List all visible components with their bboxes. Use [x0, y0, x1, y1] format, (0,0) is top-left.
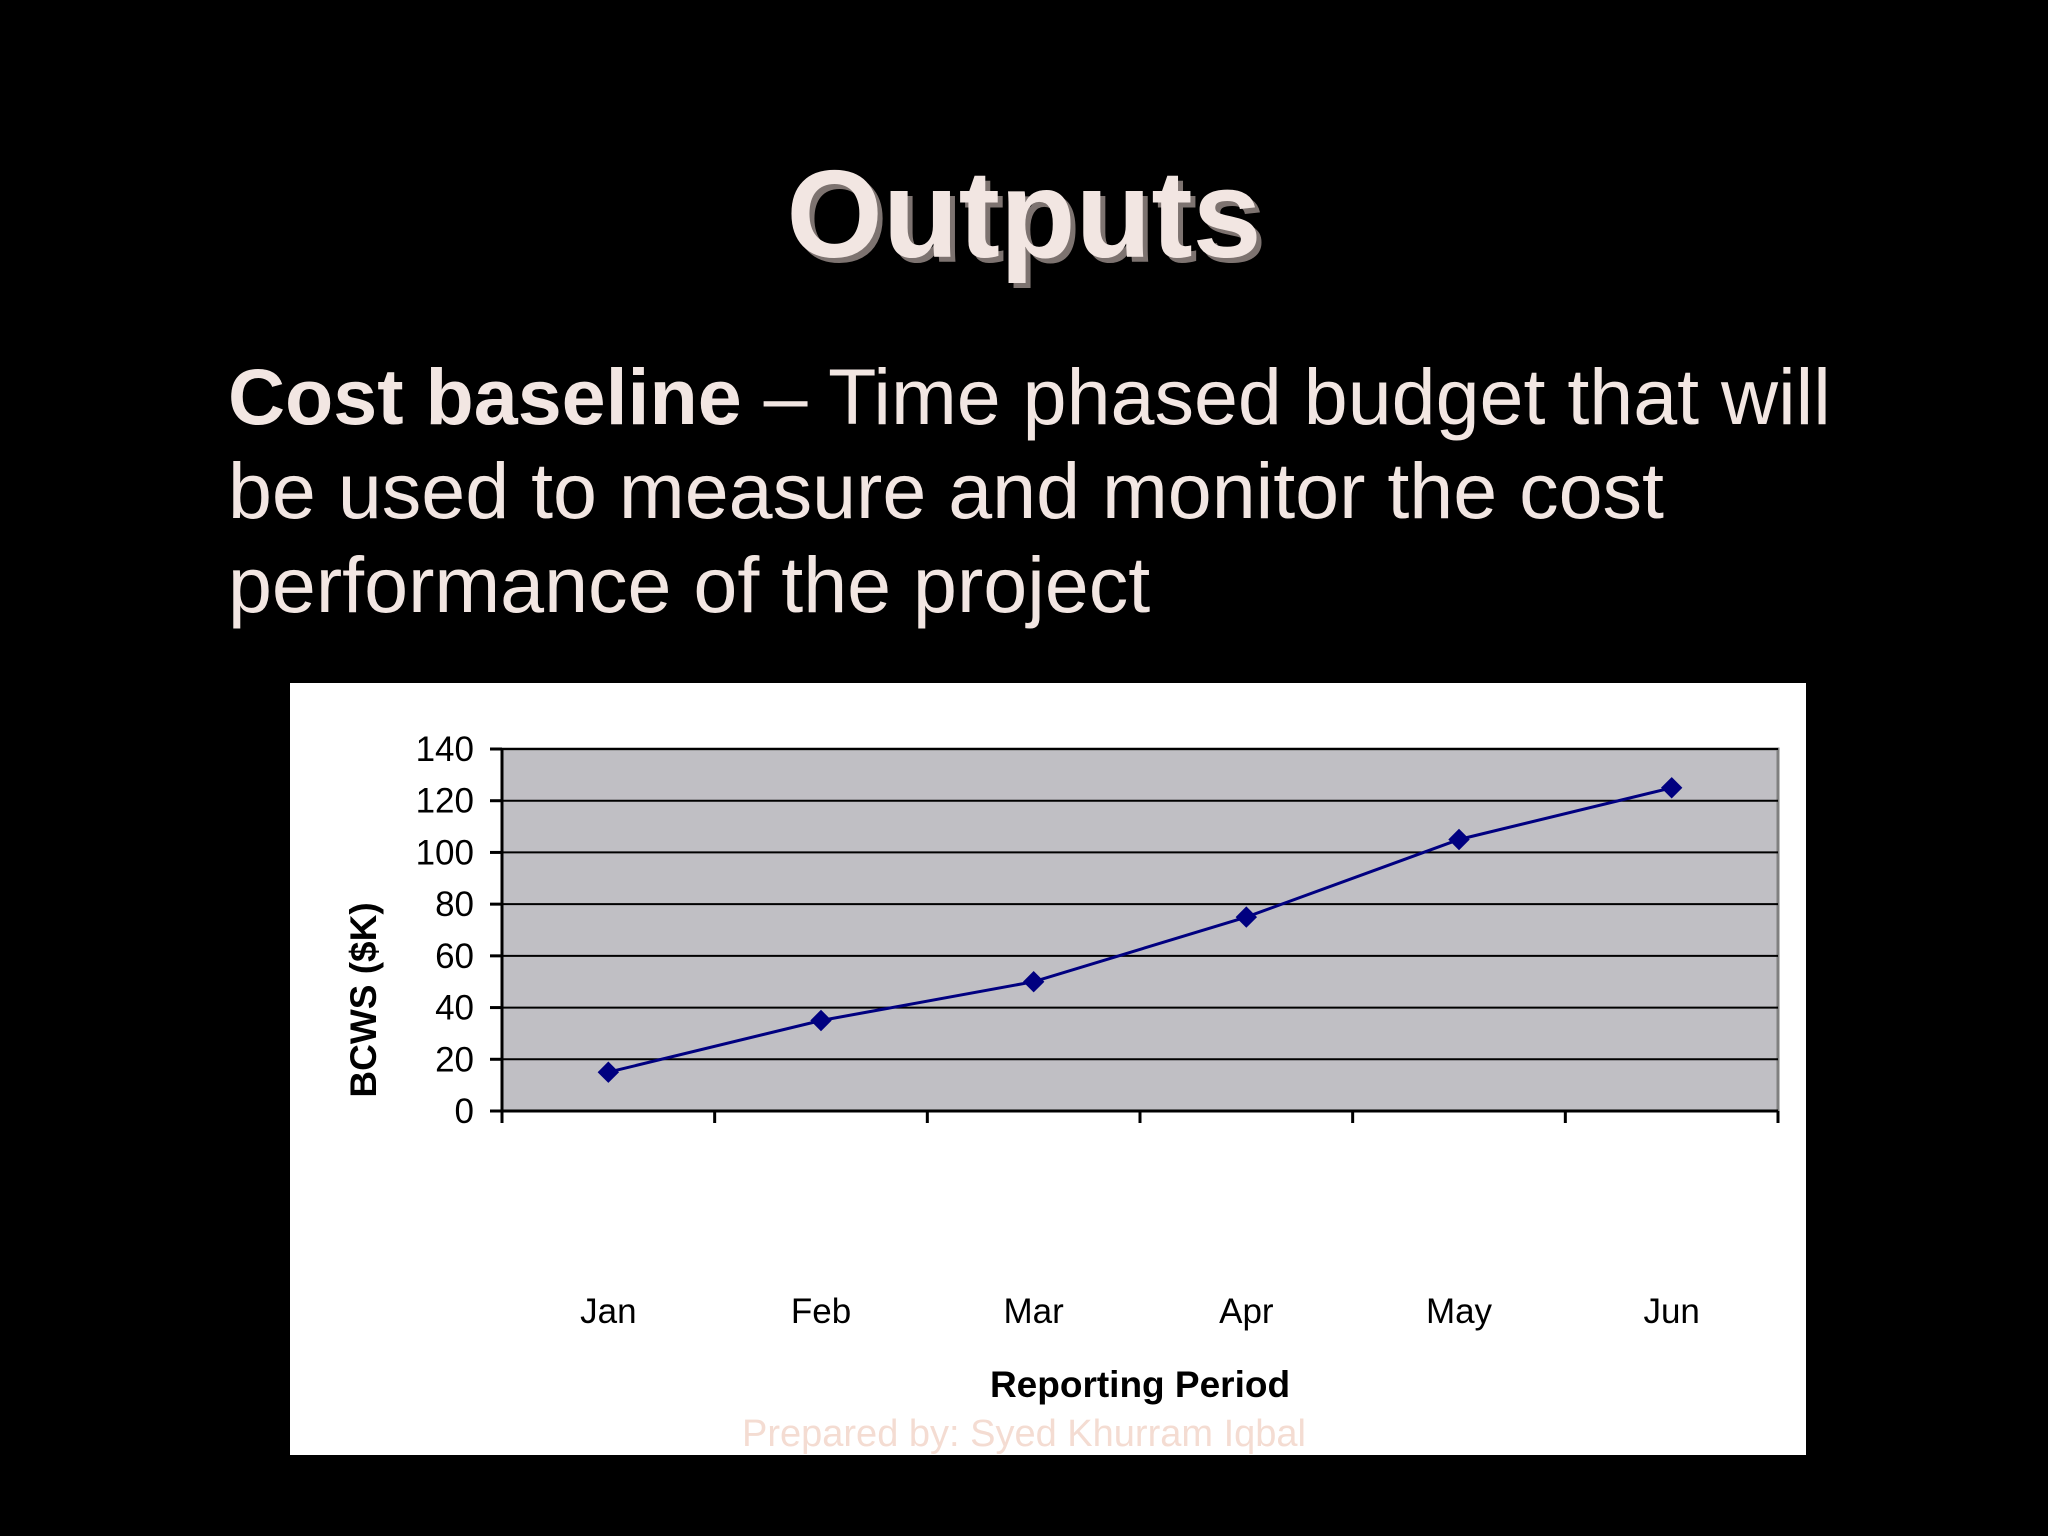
data-point-may	[1448, 828, 1470, 851]
slide-body-text: Cost baseline – Time phased budget that …	[228, 350, 1868, 632]
chart-panel: 0 20 40 60 80 100 120 140 Jan Feb Mar Apr May Jun Re…	[290, 683, 1806, 1455]
x-tick-label: Apr	[1219, 1292, 1274, 1331]
x-axis-ticks: Jan Feb Mar Apr May Jun	[500, 1111, 1780, 1331]
data-point-jan	[597, 1061, 620, 1083]
y-tick-label: 100	[416, 833, 474, 872]
plot-area	[500, 747, 1780, 1113]
y-tick-label: 60	[435, 937, 474, 976]
x-tick-label: Feb	[791, 1292, 851, 1331]
credit-watermark: Prepared by: Syed Khurram Iqbal	[742, 1413, 1306, 1455]
y-tick-label: 0	[455, 1092, 474, 1131]
x-axis-title: Reporting Period	[990, 1364, 1290, 1405]
data-point-feb	[810, 1009, 832, 1032]
body-definition: – Time phased budget that will be used t…	[228, 352, 1831, 629]
bcws-line-chart: 0 20 40 60 80 100 120 140 Jan Feb Mar Apr May Jun Re…	[343, 730, 1780, 1405]
slide-title: Outputs	[786, 146, 1262, 284]
data-point-mar	[1022, 971, 1045, 993]
data-point-jun	[1660, 777, 1683, 799]
series-line	[607, 786, 1673, 1074]
x-tick-label: Jun	[1643, 1292, 1699, 1331]
y-tick-label: 140	[416, 730, 474, 769]
y-tick-label: 80	[435, 885, 474, 924]
y-tick-label: 40	[435, 989, 474, 1028]
y-axis-ticks: 0 20 40 60 80 100 120 140	[416, 730, 502, 1131]
x-tick-label: Jan	[580, 1292, 636, 1331]
body-term: Cost baseline	[228, 352, 742, 441]
x-tick-label: May	[1426, 1292, 1493, 1331]
gridlines	[502, 748, 1778, 1061]
data-point-apr	[1235, 906, 1258, 928]
y-axis-title: BCWS ($K)	[343, 902, 384, 1097]
x-tick-label: Mar	[1004, 1292, 1065, 1331]
y-tick-label: 20	[435, 1040, 474, 1079]
y-tick-label: 120	[416, 782, 474, 821]
series-layer	[597, 777, 1683, 1083]
